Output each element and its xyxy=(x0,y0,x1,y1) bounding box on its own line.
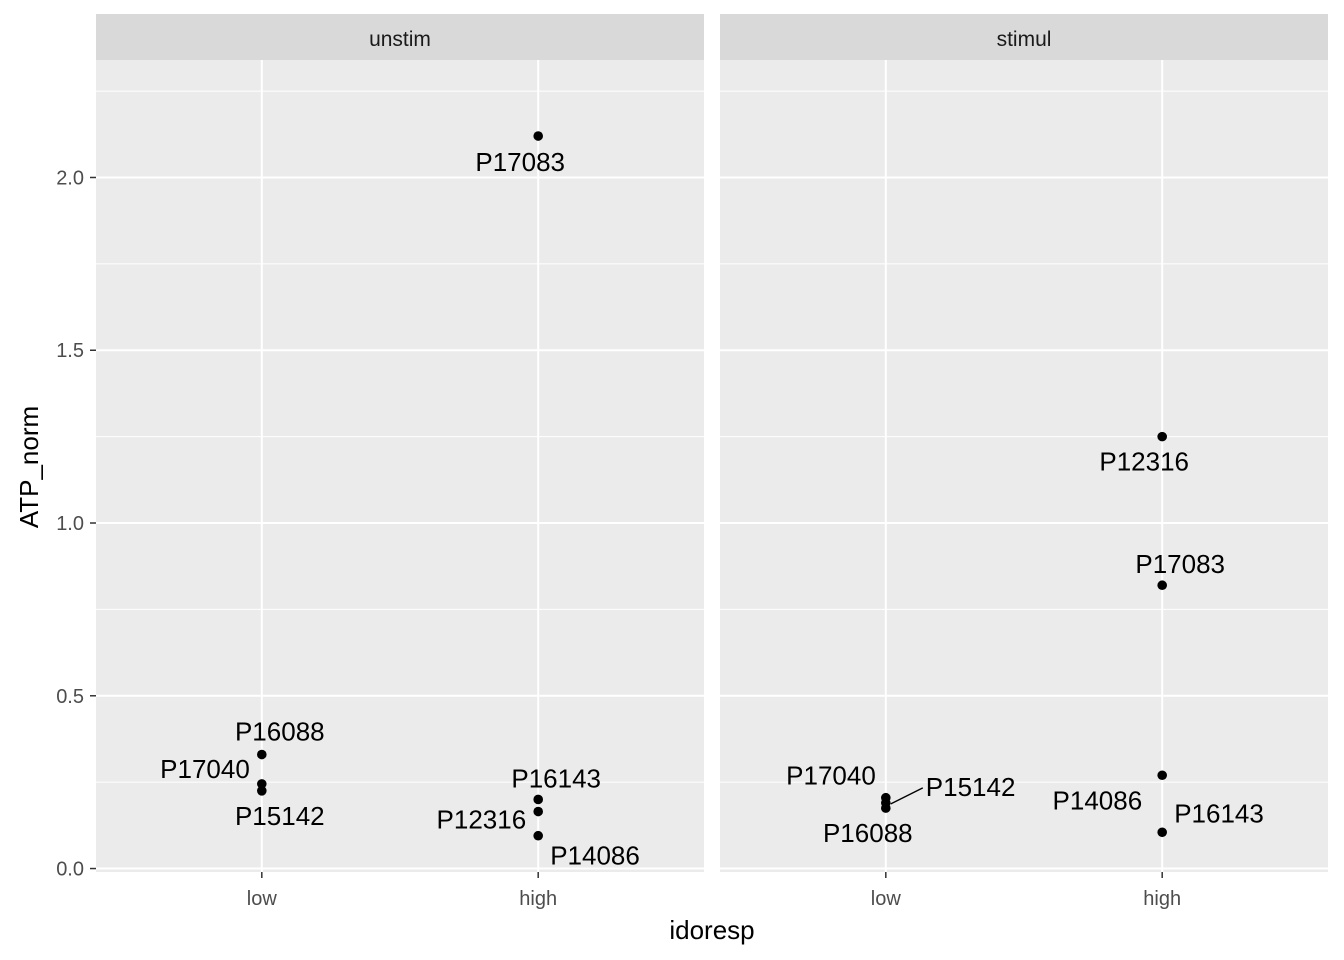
point-label-P12316: P12316 xyxy=(437,805,527,835)
point-label-P14086: P14086 xyxy=(550,841,640,871)
x-axis-title: idoresp xyxy=(669,915,754,945)
x-tick-label: low xyxy=(871,888,902,910)
facet-panel-unstim: unstim low high P16088 P17040 P15142 P17083 P16… xyxy=(96,14,704,910)
point-label-P15142: P15142 xyxy=(926,772,1016,802)
y-tick-label: 1.0 xyxy=(56,513,84,535)
point-label-P17083: P17083 xyxy=(1135,549,1225,579)
y-axis-title: ATP_norm xyxy=(14,406,44,528)
data-point-P15142 xyxy=(257,786,267,796)
panel-background xyxy=(96,60,704,872)
data-point-P16143 xyxy=(533,794,543,805)
label-leader-line xyxy=(890,787,924,805)
point-label-P17040: P17040 xyxy=(786,761,876,791)
y-tick-label: 1.5 xyxy=(56,340,84,362)
facet-panel-stimul: stimul low high P17040 P15142 P16088 P12316 P17… xyxy=(720,14,1328,910)
point-label-P16088: P16088 xyxy=(235,717,325,747)
y-tick-label: 2.0 xyxy=(56,167,84,189)
data-point-P14086 xyxy=(533,830,543,841)
point-label-P17040: P17040 xyxy=(160,754,250,784)
y-tick-label: 0.0 xyxy=(56,859,84,881)
point-label-P16143: P16143 xyxy=(1174,798,1264,828)
point-label-P14086: P14086 xyxy=(1053,785,1143,815)
panel-background xyxy=(720,60,1328,872)
data-point-P12316 xyxy=(533,806,543,817)
facet-strip-label: unstim xyxy=(369,28,431,51)
data-point-P16143 xyxy=(1157,827,1167,838)
point-label-P16143: P16143 xyxy=(511,763,601,793)
data-point-P17040 xyxy=(257,779,267,789)
data-point-P16088 xyxy=(257,749,267,760)
point-label-P17083: P17083 xyxy=(475,147,565,177)
facet-strip-label: stimul xyxy=(997,28,1052,51)
point-label-P16088: P16088 xyxy=(823,818,913,848)
data-point-P17083 xyxy=(1157,580,1167,591)
x-tick-label: low xyxy=(247,888,278,910)
point-label-P12316: P12316 xyxy=(1099,447,1189,477)
x-tick-label: high xyxy=(519,888,557,910)
y-tick-label: 0.5 xyxy=(56,686,84,708)
data-point-P17083 xyxy=(533,131,543,141)
x-tick-label: high xyxy=(1143,888,1181,910)
point-label-P15142: P15142 xyxy=(235,801,325,831)
data-point-P14086 xyxy=(1157,770,1167,781)
facet-strip-background xyxy=(96,14,704,60)
facet-strip-background xyxy=(720,14,1328,60)
data-point-P12316 xyxy=(1157,431,1167,442)
data-point-P16088 xyxy=(881,803,891,813)
